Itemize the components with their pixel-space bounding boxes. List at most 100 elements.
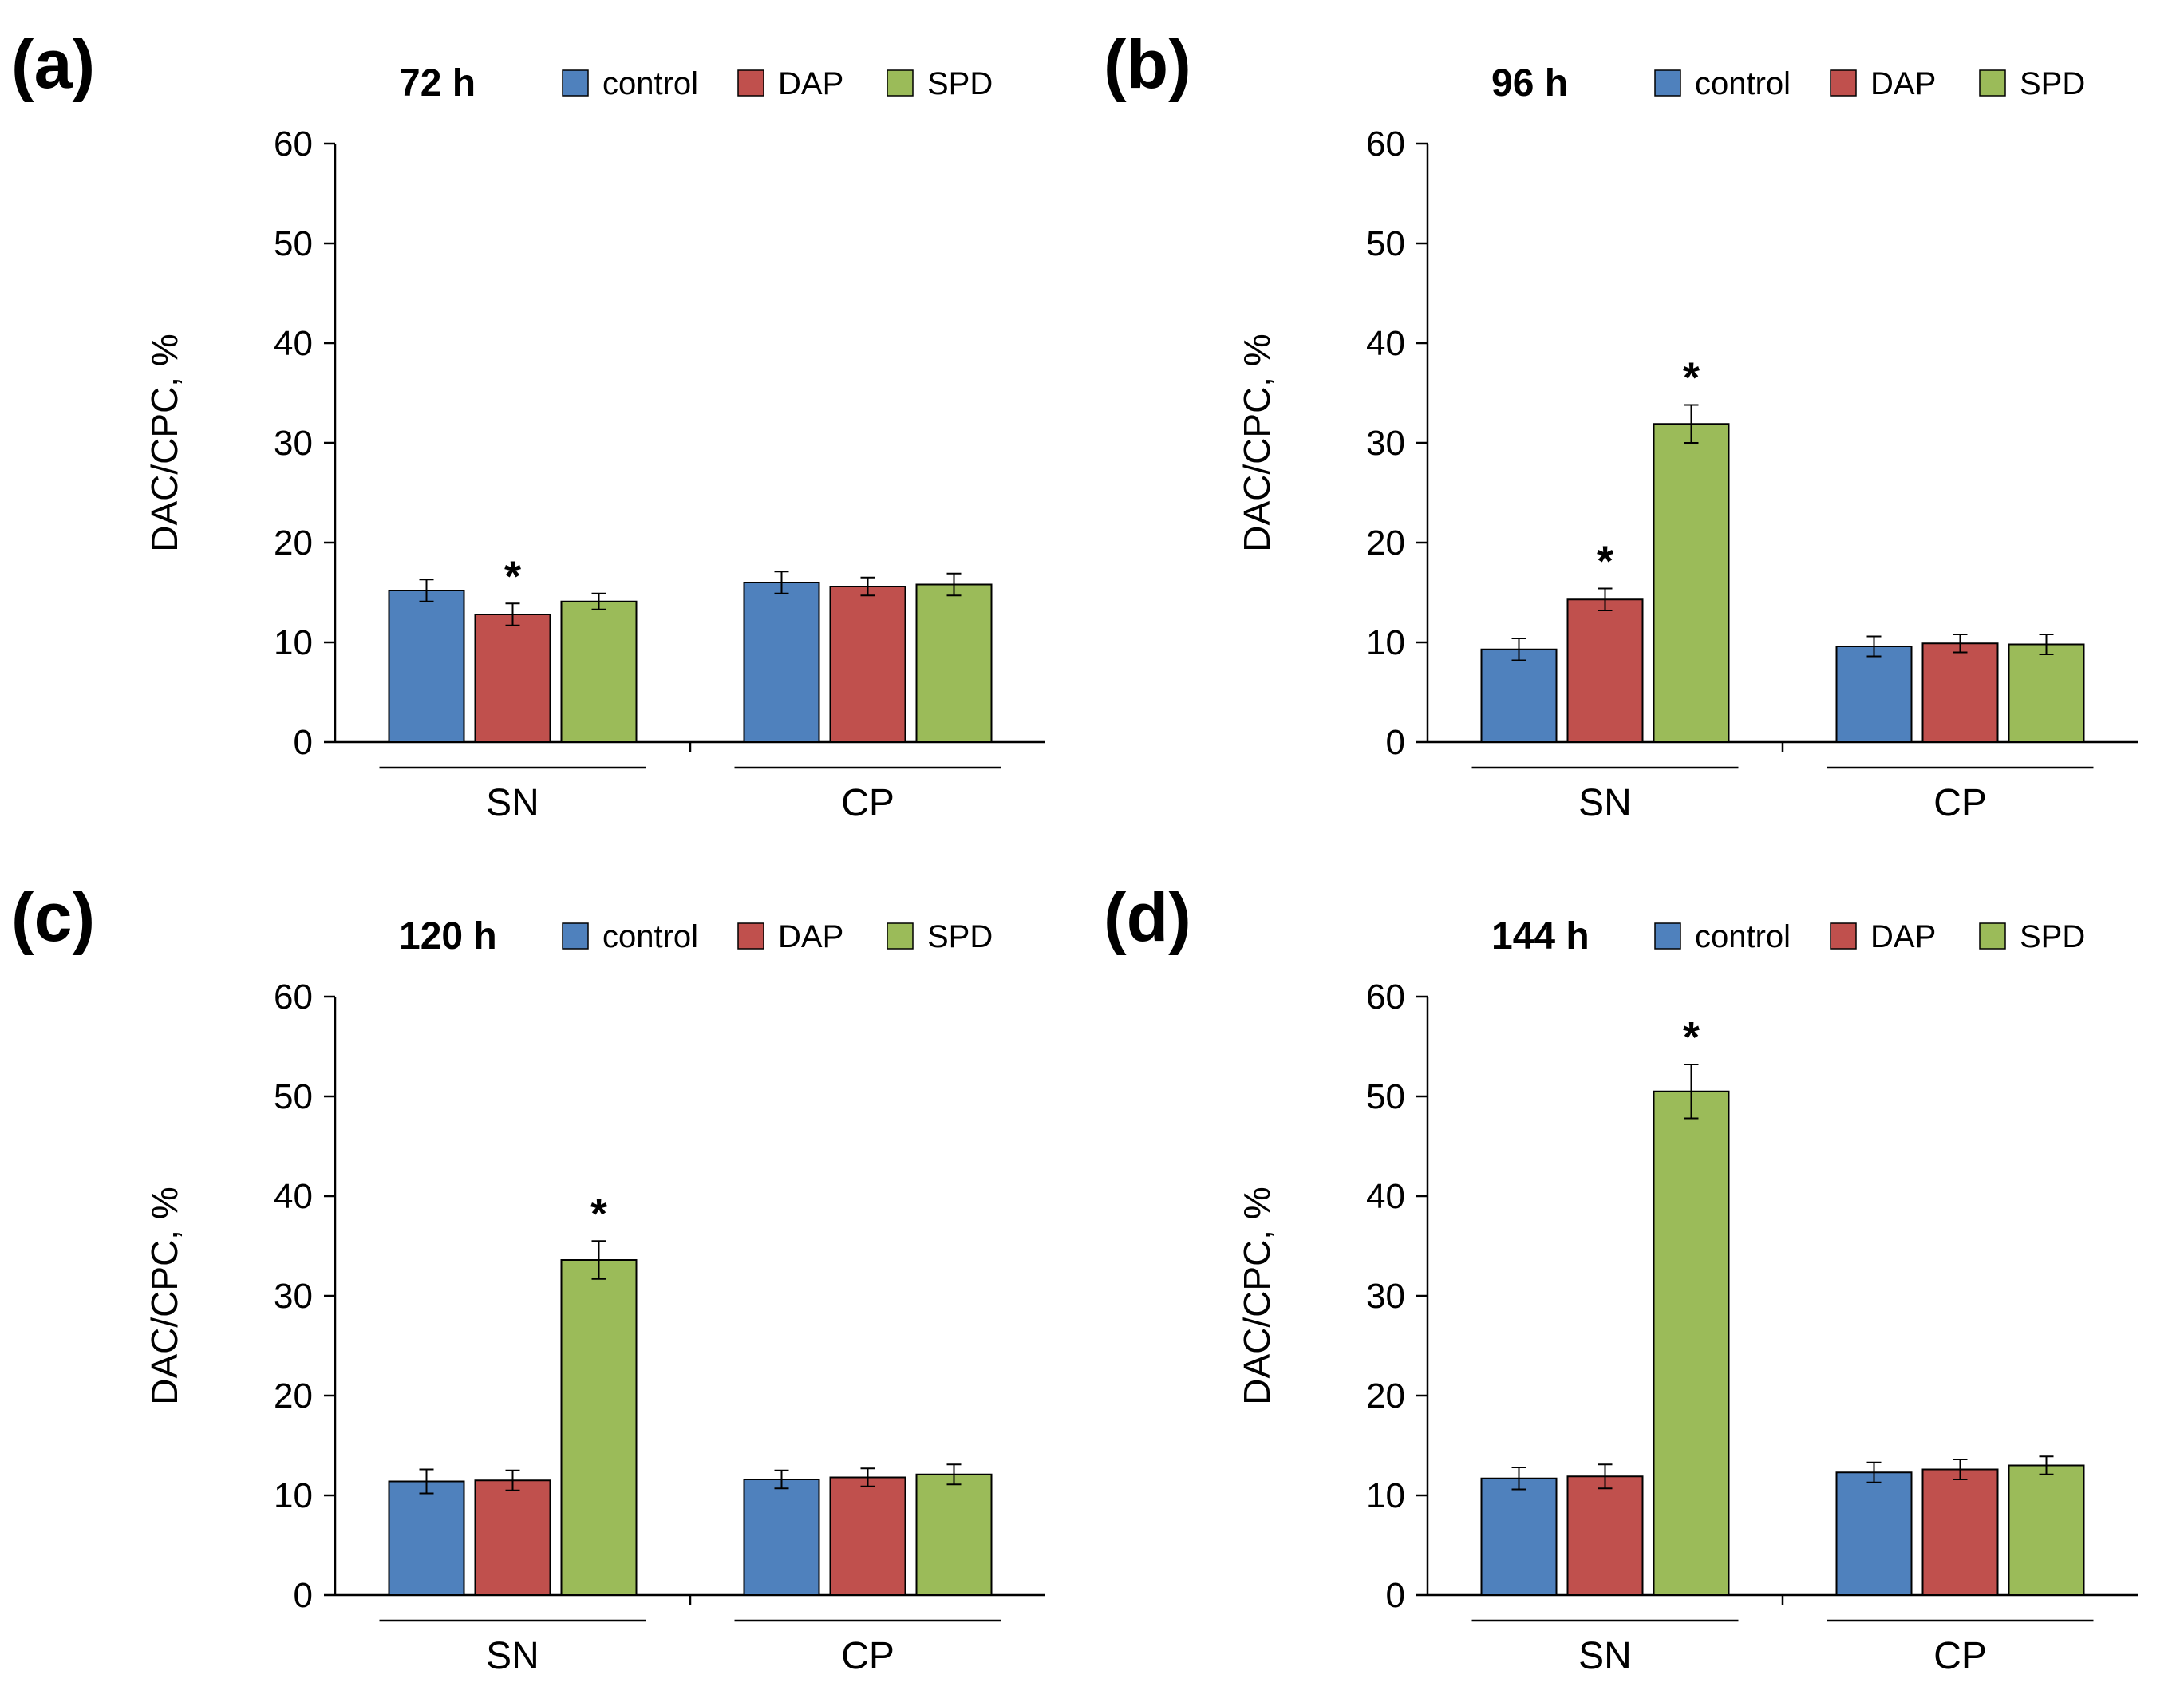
chart-title: 96 h <box>1491 62 1568 105</box>
y-tick-label: 10 <box>1366 623 1405 662</box>
chart-title: 72 h <box>399 62 476 105</box>
bar-cp-dap <box>829 1476 906 1596</box>
chart-panel-a: (a) 72 h control DAP SPD DAC/CPC, % 0 10 20 30 40 5… <box>0 0 1092 853</box>
legend-item-dap: DAP <box>737 66 843 101</box>
y-tick-label: 20 <box>1366 1376 1405 1416</box>
error-bar-cp-dap <box>860 576 875 597</box>
bar-cp-dap <box>1921 642 1999 743</box>
bar-sn-control <box>388 590 465 743</box>
x-category-label: SN <box>486 782 539 824</box>
panel-label: (c) <box>11 879 95 956</box>
y-tick-label: 30 <box>274 424 313 463</box>
significance-marker: * <box>1597 538 1613 586</box>
error-bar-sn-spd <box>1684 404 1699 444</box>
x-category-label: CP <box>1933 782 1987 824</box>
bar-sn-dap <box>474 1479 551 1596</box>
y-tick-label: 50 <box>274 224 313 263</box>
bar-cp-dap <box>1921 1468 1999 1596</box>
y-tick-label: 60 <box>274 977 313 1017</box>
y-tick-label: 20 <box>1366 523 1405 563</box>
x-category-label: CP <box>1933 1635 1987 1677</box>
x-category-label: SN <box>1578 782 1632 824</box>
bar-cp-control <box>1835 646 1913 743</box>
y-tick-label: 0 <box>294 1576 313 1615</box>
y-tick-label: 50 <box>274 1077 313 1116</box>
legend-label-control: control <box>1695 66 1791 101</box>
y-tick-label: 30 <box>274 1277 313 1316</box>
bar-cp-spd <box>915 583 993 743</box>
y-tick-label: 0 <box>1386 723 1405 762</box>
y-axis-label: DAC/CPC, % <box>1236 334 1278 551</box>
y-tick-label: 20 <box>274 523 313 563</box>
legend-label-spd: SPD <box>927 66 993 101</box>
y-tick-label: 0 <box>294 723 313 762</box>
x-category-label: SN <box>486 1635 539 1677</box>
error-bar-sn-control <box>419 1468 434 1495</box>
y-tick-label: 30 <box>1366 1277 1405 1316</box>
error-bar-cp-spd <box>2039 1455 2054 1475</box>
chart-panel-b: (b) 96 h control DAP SPD DAC/CPC, % 0 10 20 30 40 5… <box>1092 0 2184 853</box>
error-bar-sn-spd <box>591 592 606 610</box>
legend-swatch-spd <box>887 922 914 950</box>
bar-sn-control <box>388 1480 465 1596</box>
error-bar-sn-control <box>1511 1467 1526 1491</box>
error-bar-cp-control <box>774 571 789 594</box>
legend-item-spd: SPD <box>1979 66 2085 101</box>
legend-swatch-control <box>562 69 589 97</box>
significance-marker: * <box>590 1190 607 1238</box>
x-category-label: CP <box>841 1635 895 1677</box>
bar-cp-control <box>1835 1471 1913 1596</box>
legend-label-control: control <box>602 919 698 954</box>
y-tick-label: 10 <box>274 1476 313 1515</box>
y-tick-label: 50 <box>1366 224 1405 263</box>
error-bar-sn-spd <box>1684 1064 1699 1120</box>
legend-swatch-dap <box>1830 69 1857 97</box>
y-tick-label: 40 <box>1366 324 1405 363</box>
y-tick-label: 60 <box>1366 977 1405 1017</box>
panel-label: (b) <box>1104 26 1191 103</box>
legend-swatch-dap <box>1830 922 1857 950</box>
y-axis-label: DAC/CPC, % <box>144 334 185 551</box>
error-bar-sn-spd <box>591 1240 606 1280</box>
legend-label-dap: DAP <box>1870 919 1936 954</box>
legend-label-spd: SPD <box>927 919 993 954</box>
y-axis-label: DAC/CPC, % <box>1236 1187 1278 1404</box>
legend-label-dap: DAP <box>778 919 843 954</box>
error-bar-cp-spd <box>946 1463 962 1486</box>
error-bar-cp-control <box>1866 635 1882 658</box>
error-bar-cp-dap <box>860 1467 875 1487</box>
bar-sn-dap <box>474 614 551 743</box>
bar-sn-spd <box>560 1259 638 1596</box>
legend-label-spd: SPD <box>2020 919 2085 954</box>
chart-title: 144 h <box>1491 915 1590 958</box>
legend-item-spd: SPD <box>887 66 993 101</box>
bar-cp-spd <box>2008 643 2085 743</box>
legend-label-spd: SPD <box>2020 66 2085 101</box>
significance-marker: * <box>504 552 521 600</box>
chart-svg: (d) 144 h control DAP SPD DAC/CPC, % 0 10 20 30 40… <box>1104 879 2138 1677</box>
x-category-label: SN <box>1578 1635 1632 1677</box>
legend-label-dap: DAP <box>1870 66 1936 101</box>
legend-item-spd: SPD <box>1979 919 2085 954</box>
chart-panel-d: (d) 144 h control DAP SPD DAC/CPC, % 0 10 20 30 40… <box>1092 853 2184 1706</box>
legend-swatch-dap <box>737 922 764 950</box>
y-tick-label: 40 <box>274 1177 313 1216</box>
significance-marker: * <box>1683 354 1700 402</box>
legend-label-control: control <box>602 66 698 101</box>
error-bar-cp-dap <box>1953 1459 1968 1480</box>
error-bar-sn-control <box>1511 638 1526 661</box>
y-tick-label: 60 <box>1366 124 1405 164</box>
panel-label: (d) <box>1104 879 1191 956</box>
y-axis-label: DAC/CPC, % <box>144 1187 185 1404</box>
significance-marker: * <box>1683 1013 1700 1061</box>
chart-svg: (a) 72 h control DAP SPD DAC/CPC, % 0 10 20 30 40 5… <box>11 26 1045 824</box>
y-tick-label: 10 <box>274 623 313 662</box>
error-bar-cp-control <box>774 1469 789 1490</box>
bar-cp-dap <box>829 586 906 743</box>
y-tick-label: 20 <box>274 1376 313 1416</box>
error-bar-sn-dap <box>1598 587 1613 611</box>
error-bar-cp-dap <box>1953 634 1968 654</box>
legend-item-dap: DAP <box>1830 66 1936 101</box>
legend-swatch-control <box>562 922 589 950</box>
legend-item-dap: DAP <box>1830 919 1936 954</box>
